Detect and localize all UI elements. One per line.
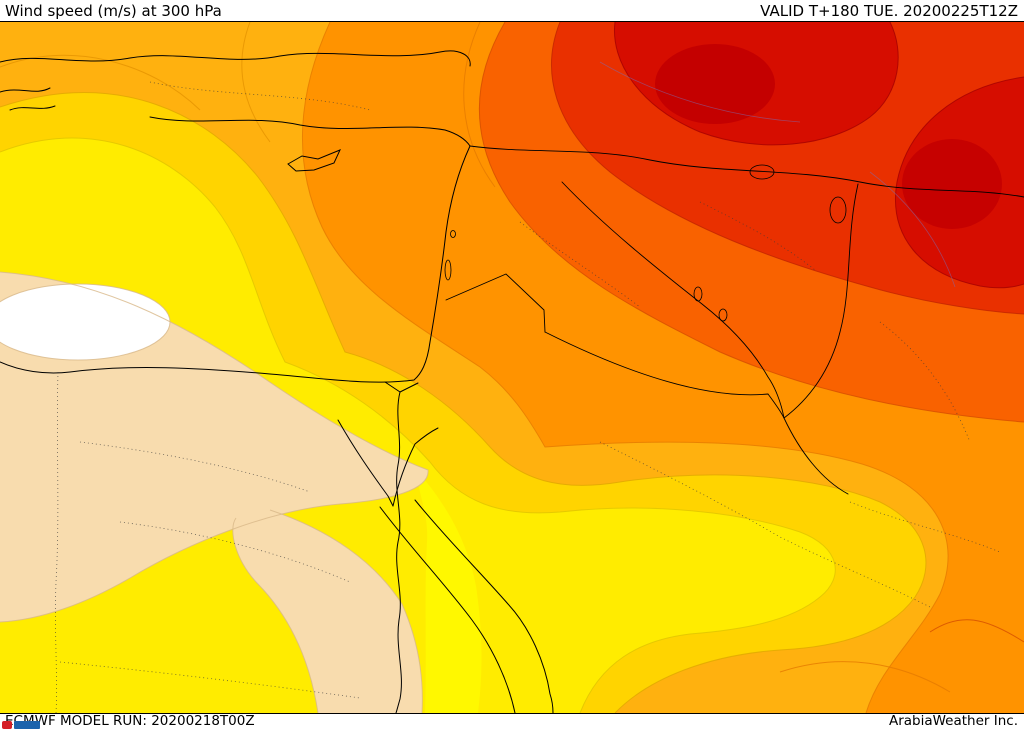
black-sea-coast [0, 50, 471, 67]
map-footer: ECMWF MODEL RUN: 20200218T00Z ArabiaWeat… [0, 713, 1024, 729]
contour-fill-yellow [0, 138, 836, 713]
border-turkey-south [469, 145, 1024, 198]
red-sea-west-coast [379, 506, 516, 713]
isoline-calm-white [0, 283, 171, 361]
border-syria-iraq [561, 181, 785, 419]
dotted-borders [55, 81, 1001, 713]
gulf-of-suez [337, 419, 394, 507]
valid-time-label: VALID T+180 TUE. 20200225T12Z [760, 2, 1018, 20]
isoline-extra-south [779, 661, 951, 693]
aegean-coast [0, 87, 56, 111]
isoline-cool-north [599, 61, 801, 123]
wind-speed-map [0, 22, 1024, 713]
contour-fill-red-core-east [902, 139, 1002, 229]
model-run-label: ECMWF MODEL RUN: 20200218T00Z [5, 713, 255, 729]
nile-river [395, 391, 402, 713]
contour-fill-red-core-north [655, 44, 775, 124]
provider-label: ArabiaWeather Inc. [888, 713, 1018, 729]
dotted-egypt-interior-1 [79, 441, 311, 493]
logo-blue-mark-icon [14, 721, 40, 729]
isoline-extra-southeast [929, 619, 1024, 643]
contour-fill-tan-west [0, 272, 429, 622]
isoline-yellow [0, 137, 836, 713]
isoline-tan-south [232, 509, 423, 713]
map-title: Wind speed (m/s) at 300 hPa [5, 2, 222, 20]
arabiaweather-logo [2, 721, 40, 729]
border-iraq-iran [783, 183, 859, 495]
cyprus-island [287, 149, 341, 172]
contour-lines [0, 22, 1024, 713]
lake-urmia [829, 196, 847, 224]
isoline-tan-west [0, 271, 429, 623]
border-jordan-saudi [445, 273, 546, 333]
border-iraq-saudi [544, 331, 785, 419]
isoline-red [551, 22, 1024, 315]
isoline-cool-east [869, 171, 956, 288]
logo-red-mark-icon [2, 721, 12, 729]
contour-fill-calm-white [0, 284, 170, 360]
lake-razzaza [718, 308, 728, 322]
sea-of-galilee [450, 230, 456, 238]
coastlines [0, 50, 554, 713]
isoline-red-dark-north [613, 22, 899, 146]
levant-and-egypt-coast [0, 145, 471, 383]
isoline-golden [0, 92, 927, 713]
isoline-extra-levant [463, 22, 496, 188]
isoline-red-dark-east [895, 76, 1024, 289]
contour-fill-tan-south [232, 510, 423, 713]
anatolia-south-coast [149, 116, 471, 147]
wind-speed-contour-svg [0, 22, 1024, 713]
isoline-deep-orange [302, 22, 949, 713]
gulf-of-aqaba [392, 427, 439, 507]
nile-delta [384, 381, 419, 393]
country-borders [445, 145, 1024, 495]
dead-sea [444, 259, 452, 281]
map-header: Wind speed (m/s) at 300 hPa VALID T+180 … [0, 0, 1024, 22]
isoline-orange-red [478, 22, 1024, 423]
red-sea-east-coast [414, 499, 554, 713]
dotted-egypt-interior-2 [119, 521, 351, 583]
isoline-extra-anatolia [241, 22, 271, 143]
dotted-egypt-libya [55, 371, 59, 713]
